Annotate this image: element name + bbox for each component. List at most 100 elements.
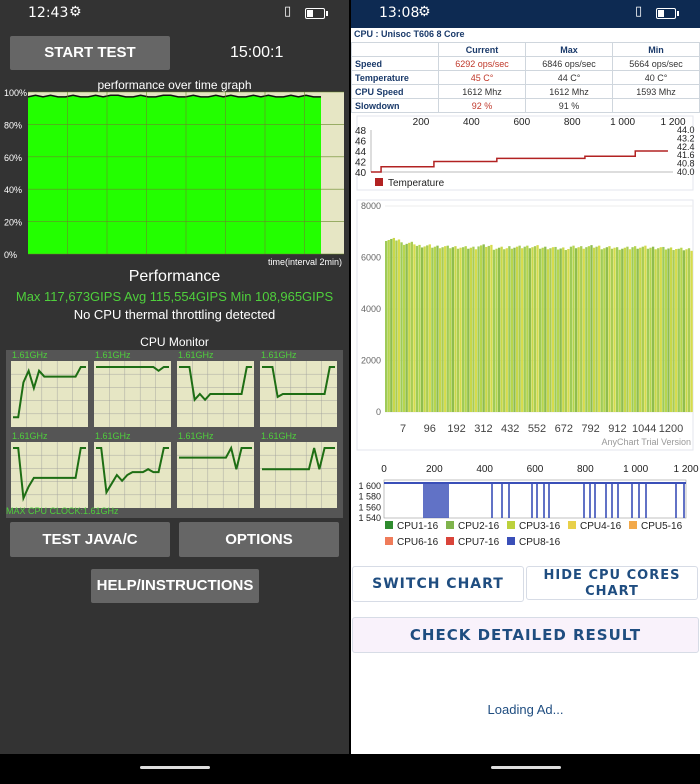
- core-chart-background: [94, 442, 171, 508]
- y-tick-label: 42: [355, 158, 367, 169]
- start-test-button[interactable]: START TEST: [10, 36, 170, 70]
- check-detailed-result-button[interactable]: CHECK DETAILED RESULT: [352, 617, 699, 653]
- speed-bar: [449, 248, 452, 412]
- speed-bar: [456, 248, 460, 412]
- speed-bar: [608, 246, 611, 412]
- core-frequency-label: 1.61GHz: [12, 350, 48, 360]
- hide-cpu-cores-button[interactable]: HIDE CPU CORES CHART: [526, 566, 698, 600]
- y-tick-label-right: 42.4: [677, 142, 695, 152]
- x-tick-label: 1 000: [610, 117, 635, 128]
- core-frequency-label: 1.61GHz: [178, 350, 214, 360]
- core-frequency-label: 1.61GHz: [95, 350, 131, 360]
- speed-bar: [436, 245, 439, 412]
- status-bar: 13:08 ⚙ ▯: [351, 0, 700, 28]
- table-row: Speed 6292 ops/sec 6846 ops/sec 5664 ops…: [351, 56, 700, 71]
- core-chart: [260, 361, 337, 427]
- speed-bar: [595, 246, 598, 412]
- navigation-bar: [351, 754, 700, 784]
- speed-bar: [487, 245, 490, 412]
- speed-bar: [667, 248, 670, 412]
- speed-bar: [639, 247, 642, 412]
- legend-swatch: [629, 521, 637, 529]
- cell-max: 6846 ops/sec: [525, 56, 613, 71]
- battery-icon: [656, 8, 679, 19]
- cpu-core-monitor: 1.61GHz: [10, 350, 89, 428]
- speed-bar: [649, 247, 652, 412]
- speed-bar: [567, 249, 570, 412]
- speed-bar: [582, 248, 585, 412]
- legend-label: CPU7-16: [458, 537, 500, 548]
- speed-bar: [531, 247, 534, 412]
- speed-bar: [392, 237, 396, 412]
- y-tick-label: 20%: [4, 218, 22, 228]
- speed-bar: [505, 248, 508, 412]
- y-tick-label: 60%: [4, 153, 22, 163]
- test-timer: 15:00:1: [230, 44, 284, 61]
- header-max: Max: [525, 42, 613, 57]
- x-tick-label: 600: [513, 117, 530, 128]
- speed-bar: [577, 247, 580, 412]
- cell-min: 5664 ops/sec: [612, 56, 700, 71]
- home-gesture-bar[interactable]: [139, 766, 210, 769]
- settings-gear-icon: ⚙: [418, 4, 431, 20]
- x-tick-label: 400: [476, 464, 493, 475]
- switch-chart-button[interactable]: SWITCH CHART: [352, 566, 524, 602]
- cell-min: [612, 98, 700, 113]
- cpu-title: CPU : Unisoc T606 8 Core: [354, 29, 465, 39]
- results-table: Current Max Min Speed 6292 ops/sec 6846 …: [351, 42, 700, 113]
- speed-bar: [390, 238, 393, 412]
- cell-current: 1612 Mhz: [438, 84, 526, 99]
- speed-bar: [646, 248, 650, 412]
- x-tick-label: 96: [424, 423, 436, 435]
- y-tick-label: 44: [355, 147, 367, 158]
- options-button[interactable]: OPTIONS: [179, 522, 339, 557]
- speed-bar: [585, 247, 588, 412]
- core-chart-background: [260, 442, 337, 508]
- x-tick-label: 1 200: [673, 464, 698, 475]
- battery-icon: [305, 8, 328, 19]
- test-java-c-button[interactable]: TEST JAVA/C: [10, 522, 170, 557]
- y-tick-label: 46: [355, 137, 367, 148]
- legend-label: CPU2-16: [458, 521, 500, 532]
- performance-area: [28, 95, 321, 255]
- cpu-core-monitor: 1.61GHz: [259, 350, 338, 428]
- y-tick-label: 8000: [361, 201, 381, 211]
- speed-bar: [405, 243, 408, 412]
- legend-swatch: [507, 521, 515, 529]
- y-tick-label-right: 41.6: [677, 150, 695, 160]
- help-instructions-button[interactable]: HELP/INSTRUCTIONS: [91, 569, 259, 603]
- temperature-line: [371, 150, 668, 173]
- x-tick-label: 800: [564, 117, 581, 128]
- speed-bar: [420, 247, 424, 412]
- x-tick-label: 672: [555, 423, 573, 435]
- cpu-monitor-panel: 1.61GHz 1.61GHz 1.61GHz 1.61GHz 1.61GHz 1.61G…: [6, 350, 343, 518]
- speed-bar: [510, 248, 514, 412]
- cell-current: 6292 ops/sec: [438, 56, 526, 71]
- cpu-core-monitor: 1.61GHz: [259, 431, 338, 509]
- speed-bar: [536, 245, 539, 412]
- core-chart: [11, 442, 88, 508]
- speed-bar: [395, 240, 398, 412]
- table-row: Temperature 45 C° 44 C° 40 C°: [351, 70, 700, 85]
- cpu-core-monitor: 1.61GHz: [176, 431, 255, 509]
- core-usage-line: [13, 447, 86, 502]
- y-tick-label: 1 600: [358, 481, 381, 491]
- speed-bar: [685, 249, 688, 412]
- speed-bar: [556, 249, 560, 412]
- speed-bar: [687, 248, 691, 412]
- loading-ad-text: Loading Ad...: [487, 702, 564, 717]
- speed-bar: [495, 248, 498, 412]
- home-gesture-bar[interactable]: [490, 766, 561, 769]
- speed-bar: [492, 249, 496, 412]
- speed-bar: [574, 248, 578, 412]
- speed-bar: [387, 239, 390, 412]
- core-frequency-label: 1.61GHz: [261, 431, 297, 441]
- x-tick-label: 312: [474, 423, 492, 435]
- speed-bar: [641, 246, 644, 412]
- speed-bar: [580, 246, 583, 412]
- speed-bar: [400, 242, 403, 412]
- performance-title: Performance: [128, 268, 221, 285]
- core-frequency-label: 1.61GHz: [178, 431, 214, 441]
- x-tick-label: 1 200: [660, 117, 685, 128]
- legend-swatch: [385, 521, 393, 529]
